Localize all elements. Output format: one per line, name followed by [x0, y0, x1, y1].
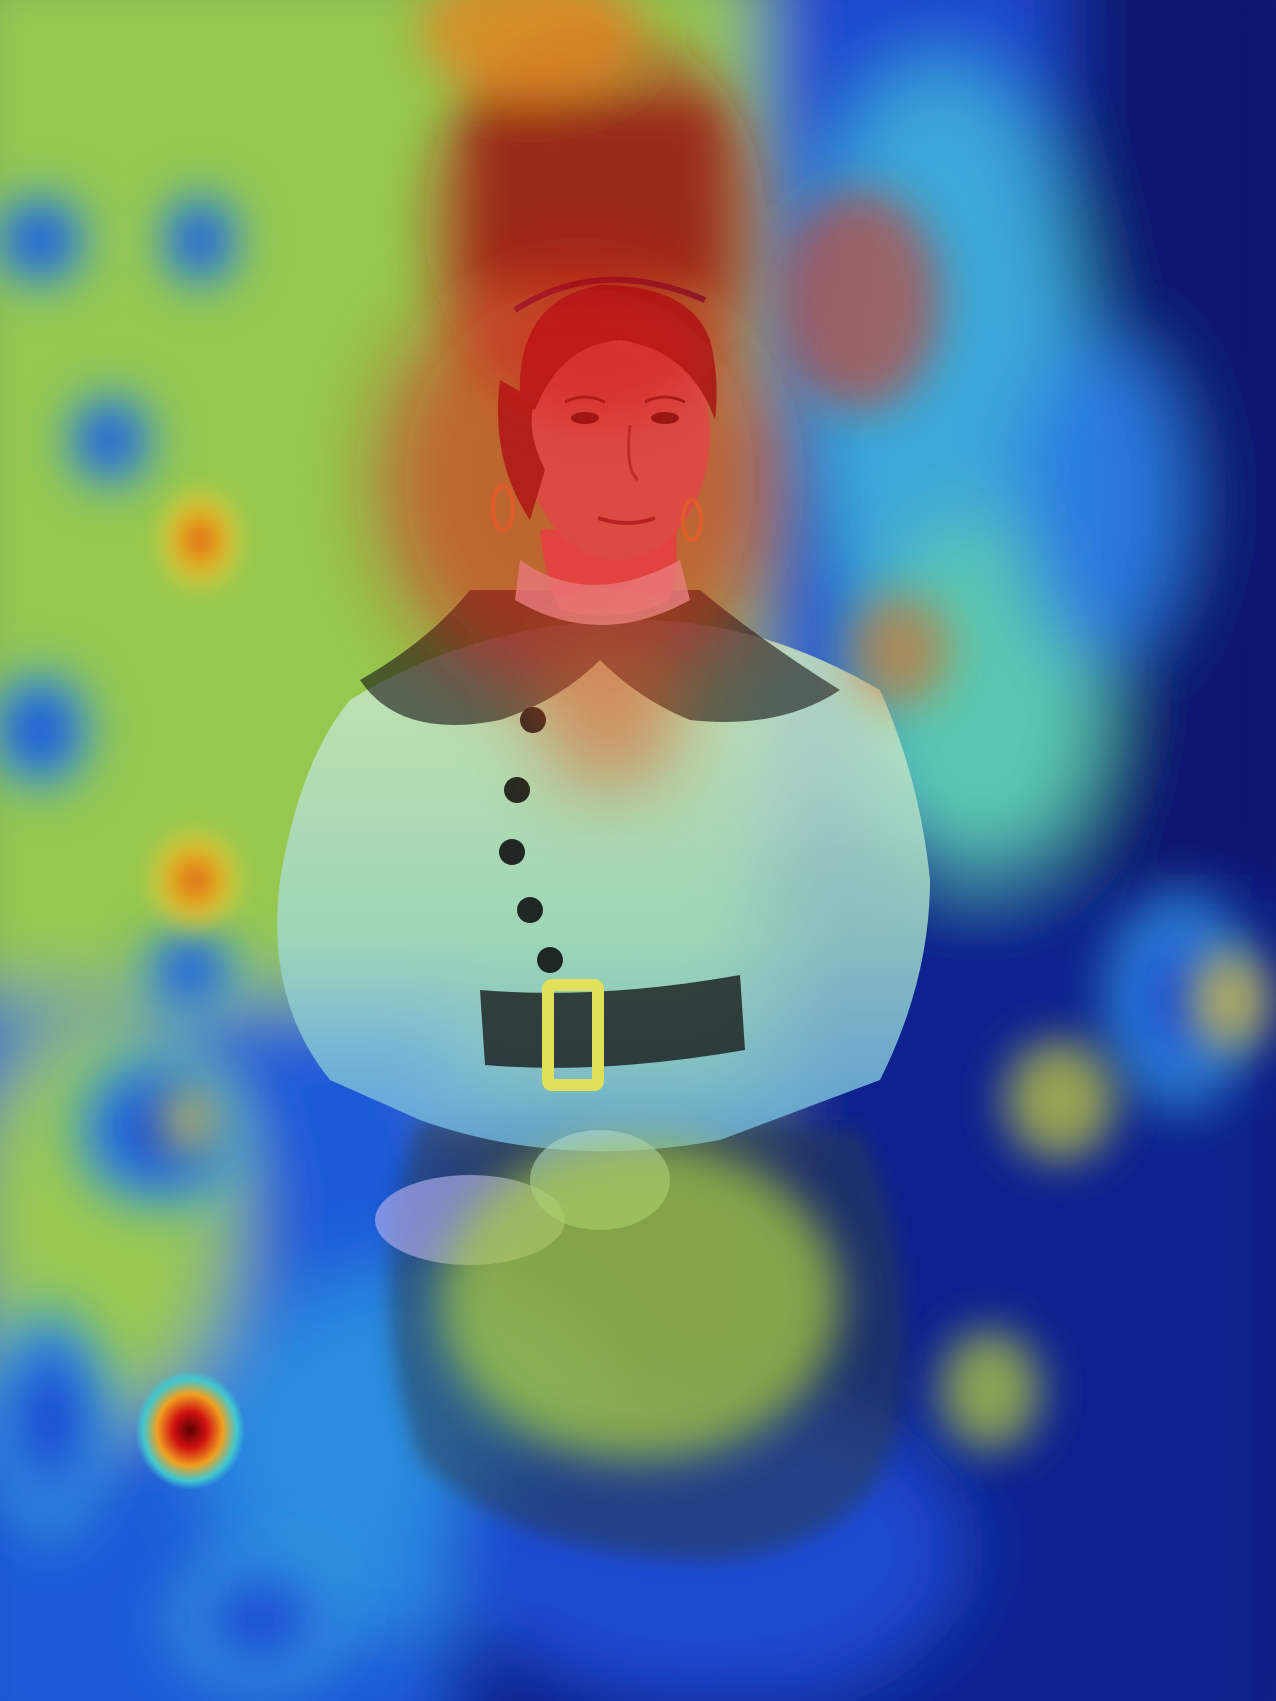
- belt-buckle: [542, 979, 604, 1091]
- blouse: [277, 620, 930, 1152]
- hotspot-bottom-left: [135, 1370, 245, 1490]
- heatmap-cold-spots: [0, 180, 1270, 1701]
- heatmap-hot-spots: [135, 0, 1270, 1490]
- dress-buttons: [499, 707, 563, 973]
